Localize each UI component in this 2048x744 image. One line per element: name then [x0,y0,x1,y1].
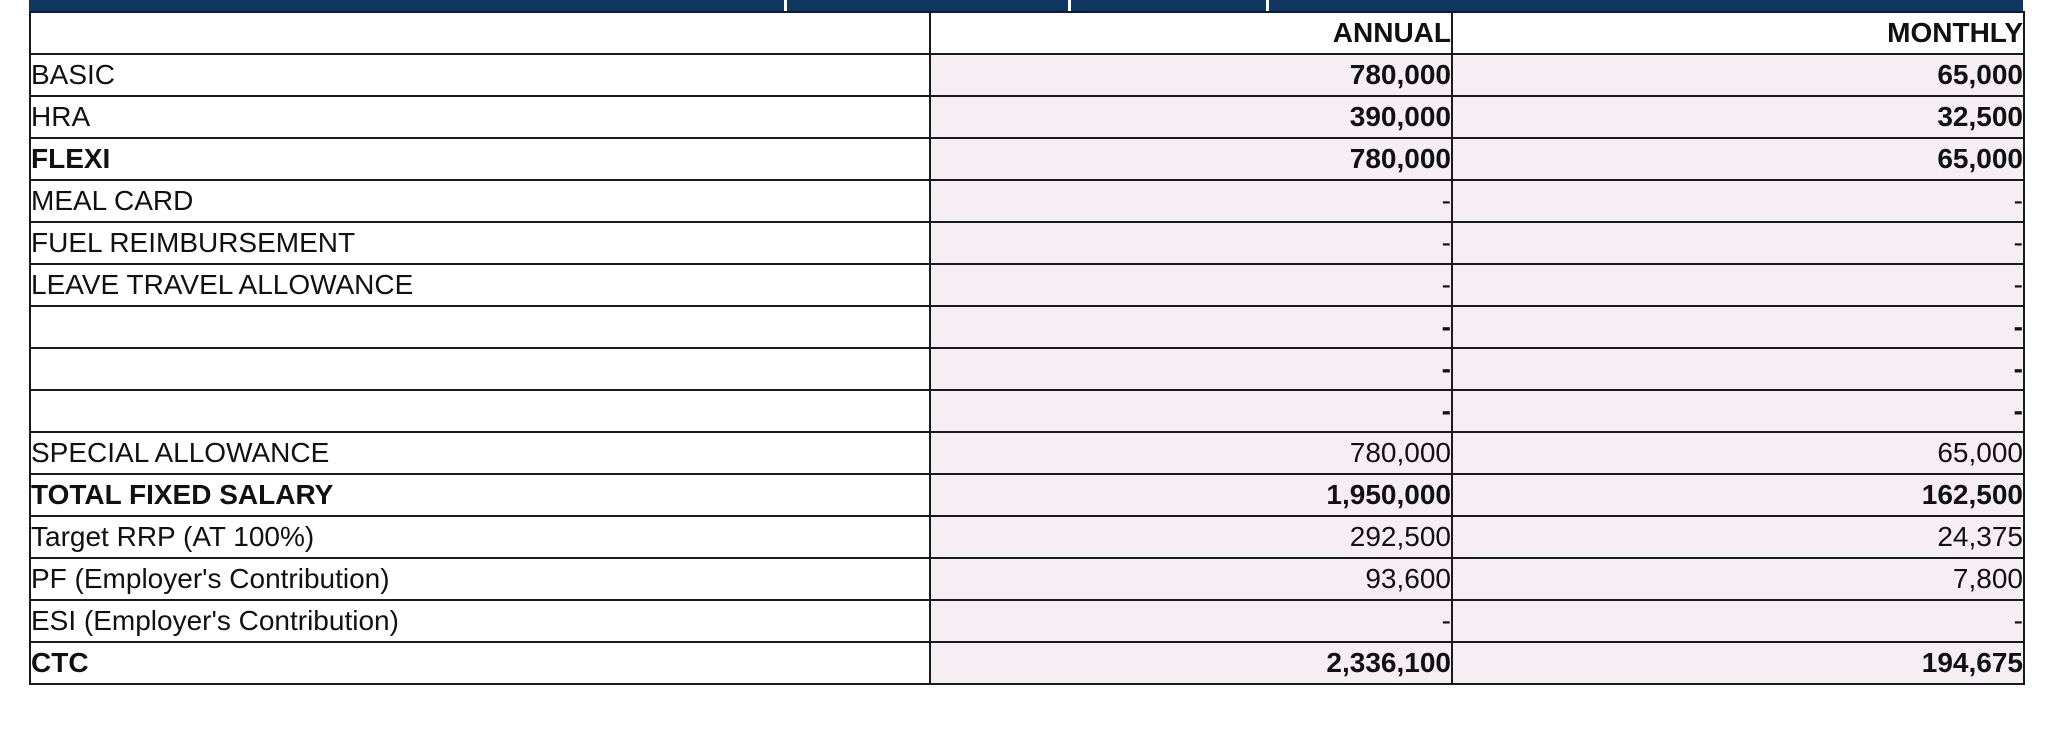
monthly-value: - [1451,221,2025,265]
monthly-value: 7,800 [1451,557,2025,601]
monthly-value: 162,500 [1451,473,2025,517]
table-row: PF (Employer's Contribution) 93,600 7,800 [29,557,2025,601]
annual-value: - [929,179,1453,223]
component-label: SPECIAL ALLOWANCE [29,431,931,475]
component-label: CTC [29,641,931,685]
component-label: ESI (Employer's Contribution) [29,599,931,643]
monthly-value: - [1451,599,2025,643]
annual-value: - [929,347,1453,391]
annual-value: 780,000 [929,137,1453,181]
table-row: HRA 390,000 32,500 [29,95,2025,139]
monthly-value: - [1451,263,2025,307]
monthly-value: - [1451,389,2025,433]
component-label [29,347,931,391]
component-label: FLEXI [29,137,931,181]
annual-value: 93,600 [929,557,1453,601]
table-row: BASIC 780,000 65,000 [29,53,2025,97]
component-label: LEAVE TRAVEL ALLOWANCE [29,263,931,307]
salary-breakup-table: ANNUAL MONTHLY BASIC 780,000 65,000 HRA 390,… [29,11,2025,685]
component-label: PF (Employer's Contribution) [29,557,931,601]
table-row: -- [29,389,2025,433]
annual-value: 2,336,100 [929,641,1453,685]
component-label: TOTAL FIXED SALARY [29,473,931,517]
annual-value: - [929,305,1453,349]
monthly-value: - [1451,347,2025,391]
annual-value: 780,000 [929,53,1453,97]
title-bar-divider [1068,0,1071,11]
table-row: FUEL REIMBURSEMENT - - [29,221,2025,265]
table-row: TOTAL FIXED SALARY 1,950,000 162,500 [29,473,2025,517]
monthly-value: - [1451,179,2025,223]
table-row: -- [29,347,2025,391]
monthly-value: - [1451,305,2025,349]
monthly-value: 194,675 [1451,641,2025,685]
header-component-cell [29,11,931,55]
table-title-bar [29,0,2023,11]
monthly-value: 65,000 [1451,137,2025,181]
table-row: CTC 2,336,100 194,675 [29,641,2025,685]
component-label: FUEL REIMBURSEMENT [29,221,931,265]
title-bar-divider [784,0,787,11]
annual-value: 390,000 [929,95,1453,139]
table-header-row: ANNUAL MONTHLY [29,11,2025,55]
table-row: ESI (Employer's Contribution) - - [29,599,2025,643]
component-label: MEAL CARD [29,179,931,223]
component-label: BASIC [29,53,931,97]
component-label: Target RRP (AT 100%) [29,515,931,559]
header-monthly: MONTHLY [1451,11,2025,55]
annual-value: - [929,221,1453,265]
table-row: FLEXI 780,000 65,000 [29,137,2025,181]
monthly-value: 65,000 [1451,431,2025,475]
annual-value: - [929,263,1453,307]
component-label [29,305,931,349]
table-row: MEAL CARD - - [29,179,2025,223]
table-row: LEAVE TRAVEL ALLOWANCE - - [29,263,2025,307]
annual-value: 292,500 [929,515,1453,559]
monthly-value: 24,375 [1451,515,2025,559]
annual-value: 780,000 [929,431,1453,475]
table-row: -- [29,305,2025,349]
monthly-value: 32,500 [1451,95,2025,139]
annual-value: - [929,599,1453,643]
annual-value: 1,950,000 [929,473,1453,517]
monthly-value: 65,000 [1451,53,2025,97]
table-row: SPECIAL ALLOWANCE 780,000 65,000 [29,431,2025,475]
header-annual: ANNUAL [929,11,1453,55]
table-row: Target RRP (AT 100%) 292,500 24,375 [29,515,2025,559]
component-label [29,389,931,433]
annual-value: - [929,389,1453,433]
title-bar-divider [1266,0,1269,11]
component-label: HRA [29,95,931,139]
